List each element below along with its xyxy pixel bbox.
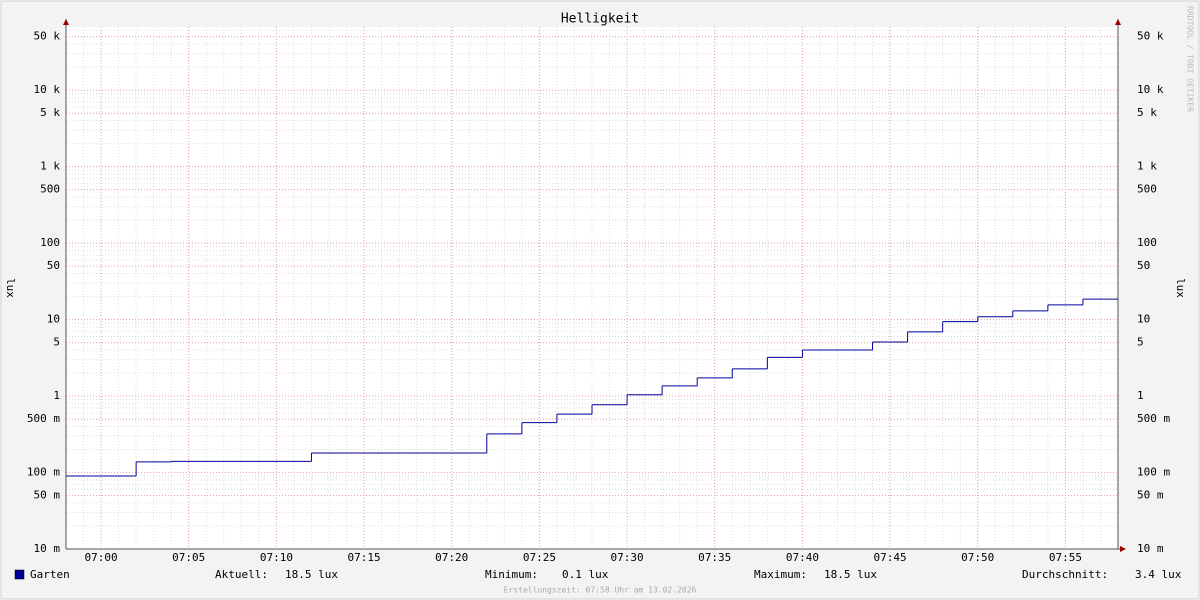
axis-arrow [63,19,69,25]
y-tick-label: 50 k [34,30,61,43]
y-tick-label: 10 k [34,83,61,96]
x-tick-label: 07:10 [260,551,293,564]
x-tick-label: 07:00 [85,551,118,564]
legend-label: Garten [30,568,70,581]
x-tick-label: 07:40 [786,551,819,564]
x-tick-label: 07:20 [435,551,468,564]
stat-label: Durchschnitt: [1022,568,1108,581]
stat-value: 18.5 lux [824,568,877,581]
x-tick-label: 07:05 [172,551,205,564]
axis-arrow [1115,19,1121,25]
y2-tick-label: 5 [1137,336,1144,349]
stat-label: Maximum: [754,568,807,581]
y-tick-label: 10 [47,313,60,326]
y-tick-label: 50 [47,259,60,272]
y-tick-label: 1 [53,389,60,402]
footer: Erstellungszeit: 07:58 Uhr am 13.02.2026 [504,586,697,595]
y2-tick-label: 50 [1137,259,1150,272]
axis-arrow [1120,546,1126,552]
stat-label: Aktuell: [215,568,268,581]
x-tick-label: 07:50 [961,551,994,564]
chart-title: Helligkeit [561,12,639,27]
stat-label: Minimum: [485,568,538,581]
watermark: RRDTOOL / TOBI OETIKER [1186,6,1195,112]
stat-value: 0.1 lux [562,568,609,581]
y2-tick-label: 100 [1137,236,1157,249]
y-tick-label: 100 m [27,466,60,479]
x-tick-label: 07:55 [1049,551,1082,564]
y2-axis-label: lux [1174,278,1187,298]
y2-tick-label: 10 m [1137,542,1164,555]
y-tick-label: 50 m [34,489,61,502]
x-tick-label: 07:45 [874,551,907,564]
y2-tick-label: 50 m [1137,489,1164,502]
y-tick-label: 5 k [40,106,60,119]
stat-value: 3.4 lux [1135,568,1182,581]
y2-tick-label: 100 m [1137,466,1170,479]
y2-tick-label: 1 k [1137,160,1157,173]
y-tick-label: 100 [40,236,60,249]
x-tick-label: 07:30 [611,551,644,564]
y2-tick-label: 10 k [1137,83,1164,96]
x-tick-label: 07:35 [698,551,731,564]
y-tick-label: 500 m [27,412,60,425]
y2-tick-label: 500 m [1137,412,1170,425]
y-tick-label: 500 [40,183,60,196]
y-tick-label: 5 [53,336,60,349]
legend-swatch [14,569,25,580]
y-axis-label: lux [4,278,17,298]
y-tick-label: 10 m [34,542,61,555]
y2-tick-label: 5 k [1137,106,1157,119]
x-tick-label: 07:15 [348,551,381,564]
x-tick-label: 07:25 [523,551,556,564]
y2-tick-label: 10 [1137,313,1150,326]
y2-tick-label: 1 [1137,389,1144,402]
y-tick-label: 1 k [40,160,60,173]
y2-tick-label: 500 [1137,183,1157,196]
y2-tick-label: 50 k [1137,30,1164,43]
stat-value: 18.5 lux [285,568,338,581]
